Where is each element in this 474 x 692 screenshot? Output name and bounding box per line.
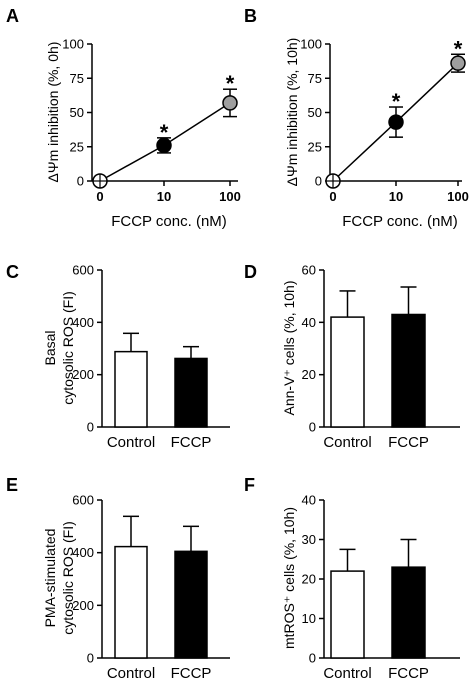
- y-tick-label: 30: [302, 532, 316, 547]
- bar: [330, 316, 365, 428]
- y-axis-label: cytosolic ROS (FI): [60, 291, 76, 405]
- panel-e: E 0 200 400 600 Control FCCP PMA-stimulated cyto…: [6, 475, 230, 682]
- data-point: [450, 55, 466, 71]
- y-tick-label: 25: [70, 139, 84, 154]
- panel-letter: E: [6, 475, 18, 495]
- x-tick-label: 0: [329, 189, 336, 204]
- panel-letter: F: [244, 475, 255, 495]
- x-tick-label: 100: [447, 189, 469, 204]
- x-tick-label: 10: [389, 189, 403, 204]
- x-category-label: Control: [107, 665, 155, 682]
- y-axis-label: PMA-stimulated: [42, 529, 58, 628]
- y-axis-label: cytosolic ROS (FI): [60, 521, 76, 635]
- y-tick-label: 60: [302, 263, 316, 278]
- y-axis-label: ΔΨm inhibition (%, 10h): [284, 38, 300, 187]
- y-tick-label: 100: [62, 37, 84, 52]
- x-category-label: FCCP: [171, 665, 212, 682]
- x-category-label: Control: [323, 665, 371, 682]
- x-tick-label: 0: [96, 189, 103, 204]
- y-tick-label: 0: [77, 174, 84, 189]
- bar: [174, 357, 208, 428]
- y-tick-label: 0: [87, 651, 94, 666]
- y-tick-label: 20: [302, 367, 316, 382]
- y-tick-label: 400: [72, 315, 94, 330]
- panel-letter: B: [244, 6, 257, 26]
- panel-letter: A: [6, 6, 19, 26]
- x-axis-label: FCCP conc. (nM): [342, 213, 458, 230]
- y-tick-label: 400: [72, 545, 94, 560]
- y-axis-label: ΔΨm inhibition (%, 0h): [45, 42, 61, 183]
- y-tick-label: 50: [70, 105, 84, 120]
- x-tick-label: 10: [157, 189, 171, 204]
- y-tick-label: 600: [72, 493, 94, 508]
- bar: [391, 313, 426, 428]
- x-category-label: FCCP: [388, 665, 429, 682]
- x-tick-label: 100: [219, 189, 241, 204]
- data-point: [222, 95, 238, 111]
- x-category-label: Control: [107, 434, 155, 451]
- panel-d: D 0 20 40 60 Control FCCP Ann-V⁺ cells (%, 10h): [244, 262, 460, 451]
- significance-star: *: [226, 71, 235, 96]
- y-tick-label: 0: [315, 174, 322, 189]
- y-tick-label: 600: [72, 263, 94, 278]
- y-axis-label: Ann-V⁺ cells (%, 10h): [281, 281, 297, 416]
- panel-a: A 0 25 50 75 100 0 10 100 * * FCCP conc. (nM) ΔΨm in…: [6, 6, 241, 230]
- y-tick-label: 20: [302, 572, 316, 587]
- bar: [174, 550, 208, 659]
- bar: [391, 566, 426, 659]
- y-tick-label: 200: [72, 598, 94, 613]
- panel-c: C 0 200 400 600 Control FCCP Basal cytosolic ROS…: [6, 262, 230, 451]
- y-tick-label: 0: [309, 651, 316, 666]
- panel-b: B 0 25 50 75 100 0 10 100 * * FCCP conc. (nM) ΔΨm in…: [244, 6, 469, 230]
- y-tick-label: 0: [87, 420, 94, 435]
- y-axis-label: Basal: [42, 330, 58, 365]
- bar: [114, 350, 148, 428]
- y-tick-label: 75: [70, 71, 84, 86]
- y-axis-label: mtROS⁺ cells (%, 10h): [281, 507, 297, 649]
- y-tick-label: 40: [302, 315, 316, 330]
- x-category-label: FCCP: [171, 434, 212, 451]
- y-tick-label: 100: [300, 37, 322, 52]
- x-axis-label: FCCP conc. (nM): [111, 213, 227, 230]
- data-point: [388, 114, 404, 130]
- panel-letter: C: [6, 262, 19, 282]
- y-tick-label: 40: [302, 493, 316, 508]
- x-category-label: FCCP: [388, 434, 429, 451]
- panel-f: F 0 10 20 30 40 Control FCCP mtROS⁺ cells (%, 10…: [244, 475, 460, 682]
- significance-star: *: [160, 120, 169, 145]
- bar: [330, 570, 365, 659]
- y-tick-label: 25: [308, 139, 322, 154]
- significance-star: *: [454, 36, 463, 61]
- data-point: [156, 137, 172, 154]
- significance-star: *: [392, 89, 401, 114]
- y-tick-label: 0: [309, 420, 316, 435]
- y-tick-label: 50: [308, 105, 322, 120]
- y-tick-label: 200: [72, 367, 94, 382]
- y-tick-label: 10: [302, 611, 316, 626]
- bar: [114, 545, 148, 659]
- panel-letter: D: [244, 262, 257, 282]
- x-category-label: Control: [323, 434, 371, 451]
- y-tick-label: 75: [308, 71, 322, 86]
